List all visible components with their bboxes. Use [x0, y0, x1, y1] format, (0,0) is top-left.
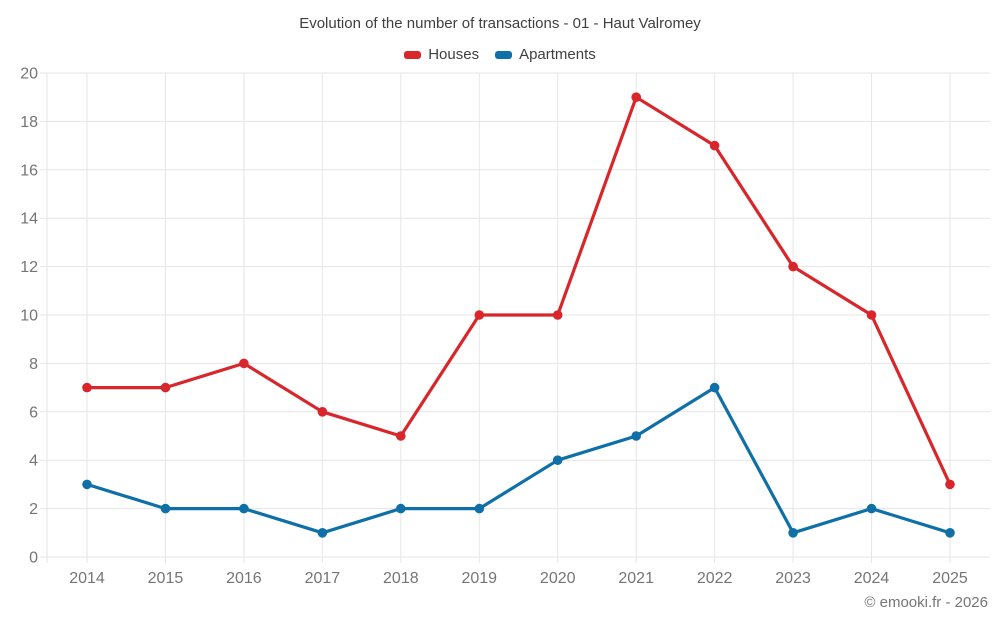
y-tick-label: 20 — [20, 66, 38, 83]
y-tick-label: 16 — [20, 162, 38, 179]
apartments-data-point — [945, 528, 955, 538]
apartments-data-point — [396, 503, 406, 514]
x-tick-label: 2024 — [854, 570, 890, 587]
houses-data-point — [82, 382, 92, 393]
y-tick-label: 6 — [29, 404, 38, 421]
y-tick-label: 0 — [29, 550, 38, 567]
x-tick-label: 2014 — [69, 570, 105, 587]
x-tick-label: 2023 — [775, 570, 811, 587]
apartments-data-point — [788, 528, 798, 538]
y-tick-label: 12 — [20, 259, 38, 276]
apartments-data-point — [631, 431, 641, 441]
houses-data-point — [396, 431, 406, 441]
apartments-data-point — [709, 382, 720, 393]
chart-title: Evolution of the number of transactions … — [299, 15, 701, 32]
apartments-series-swatch-icon — [495, 50, 513, 59]
apartments-data-point — [239, 503, 249, 514]
y-tick-label: 18 — [20, 114, 38, 131]
houses-data-point — [788, 261, 798, 272]
apartments-data-point — [866, 503, 877, 514]
x-tick-label: 2016 — [226, 570, 262, 587]
houses-legend-label: Houses — [428, 46, 480, 63]
houses-series-swatch-icon — [404, 50, 422, 59]
x-tick-label: 2021 — [618, 570, 654, 587]
apartments-data-point — [82, 479, 92, 490]
x-tick-label: 2017 — [305, 570, 341, 587]
y-tick-label: 14 — [20, 211, 38, 228]
x-tick-label: 2015 — [148, 570, 184, 587]
copyright-text: © emooki.fr - 2026 — [864, 594, 988, 611]
x-tick-label: 2025 — [932, 570, 968, 587]
houses-data-point — [709, 140, 720, 151]
y-tick-label: 2 — [29, 501, 38, 518]
houses-data-point — [474, 310, 485, 320]
houses-data-point — [317, 407, 328, 417]
x-tick-label: 2018 — [383, 570, 419, 587]
houses-data-point — [945, 479, 955, 490]
y-tick-label: 10 — [20, 308, 38, 325]
houses-data-point — [160, 382, 171, 393]
x-tick-label: 2019 — [461, 570, 497, 587]
apartments-data-point — [160, 503, 171, 514]
apartments-data-point — [474, 503, 485, 514]
houses-data-point — [239, 358, 249, 369]
chart-legend: Houses Apartments — [0, 46, 1000, 63]
apartments-data-point — [552, 455, 563, 466]
houses-data-point — [866, 310, 877, 320]
houses-data-point — [631, 92, 641, 102]
y-tick-label: 4 — [29, 453, 38, 470]
x-tick-label: 2020 — [540, 570, 576, 587]
legend-item-houses[interactable]: Houses — [404, 46, 479, 63]
apartments-data-point — [317, 528, 328, 538]
x-tick-label: 2022 — [697, 570, 733, 587]
apartments-legend-label: Apartments — [519, 46, 596, 63]
legend-item-apartments[interactable]: Apartments — [495, 46, 596, 63]
houses-series-line — [85, 95, 952, 486]
y-tick-label: 8 — [29, 356, 38, 373]
houses-data-point — [552, 310, 563, 320]
apartments-series-line — [85, 386, 952, 535]
